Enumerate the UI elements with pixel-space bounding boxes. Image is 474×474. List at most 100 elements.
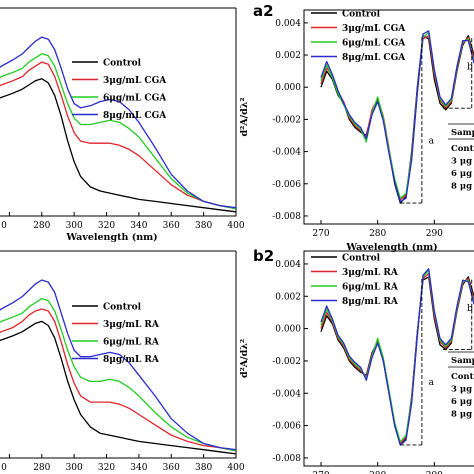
y-tick-label: -0.002 xyxy=(272,115,301,125)
y-tick-label: -0.008 xyxy=(272,212,301,222)
legend-label-0: Control xyxy=(342,10,381,20)
y-tick-label: -0.006 xyxy=(272,180,301,190)
x-tick-label: 290 xyxy=(426,229,443,239)
annotation-b-extra: b xyxy=(467,304,473,314)
panel-b2: 270 280 290 0.004 0.002 0.000 -0.002 -0.004 -0.0… xyxy=(239,247,474,474)
y-tick-label: 0.000 xyxy=(275,325,301,335)
x-tick-label: 280 xyxy=(369,471,386,474)
legend-label-2: 6μg/mL CGA xyxy=(103,94,167,104)
legend-label-1: 3μg/mL RA xyxy=(103,320,160,330)
legend-label-2: 6μg/mL RA xyxy=(342,283,399,293)
plot-frame xyxy=(303,250,474,467)
legend-label-3: 8μg/mL CGA xyxy=(342,53,406,63)
x-tick-label: 300 xyxy=(66,221,83,231)
legend: Control 3μg/mL CGA 6μg/mL CGA 8μg/mL CGA xyxy=(72,59,167,121)
legend: Control 3μg/mL RA 6μg/mL RA 8μg/mL RA xyxy=(311,254,399,307)
x-tick-label: 380 xyxy=(195,221,212,231)
x-tick-label: 320 xyxy=(98,463,115,473)
table-cell: Contr xyxy=(451,144,474,154)
legend-label-2: 6μg/mL RA xyxy=(103,338,160,348)
x-tick-label: 380 xyxy=(195,463,212,473)
table-cell: 3 μg xyxy=(451,385,472,395)
x-tick-label: 280 xyxy=(33,463,50,473)
legend-label-0: Control xyxy=(103,59,142,69)
annotation-b-extra: b xyxy=(467,63,473,73)
x-tick-label: 360 xyxy=(163,221,180,231)
series-group xyxy=(320,268,474,446)
x-tick-label: 400 xyxy=(227,463,244,473)
legend-label-0: Control xyxy=(342,254,381,264)
x-axis-title: Wavelength (nm) xyxy=(345,242,437,253)
table-cell: 8 μg xyxy=(451,410,472,420)
y-tick-label: 0.002 xyxy=(275,292,301,302)
y-tick-label: -0.008 xyxy=(272,454,301,464)
plot-frame xyxy=(303,9,474,225)
series-group xyxy=(320,30,474,204)
x-tick-label: 340 xyxy=(130,463,147,473)
x-tick-label: 270 xyxy=(312,471,329,474)
series-line-3 xyxy=(320,268,474,446)
legend-label-3: 8μg/mL RA xyxy=(342,297,399,307)
legend-label-1: 3μg/mL CGA xyxy=(342,24,406,34)
y-tick-label: 0.002 xyxy=(275,51,301,61)
panel-label: a2 xyxy=(253,2,274,20)
series-line-2 xyxy=(320,269,474,443)
series-line-2 xyxy=(0,53,236,210)
series-line-2 xyxy=(320,31,474,199)
series-line-0 xyxy=(0,320,236,455)
legend-label-3: 8μg/mL RA xyxy=(103,355,160,365)
x-tick-label: 360 xyxy=(163,463,180,473)
x-tick-label: 280 xyxy=(33,221,50,231)
y-axis-title: d²A/dλ² xyxy=(239,97,250,136)
y-tick-label: 0.004 xyxy=(275,260,301,270)
table-cell: 3 μg xyxy=(451,157,472,167)
series-group xyxy=(0,36,236,213)
legend: Control 3μg/mL RA 6μg/mL RA 8μg/mL RA xyxy=(72,303,160,365)
y-tick-label: 0.004 xyxy=(275,19,301,29)
table-cell: Contr xyxy=(451,372,474,382)
legend-label-1: 3μg/mL CGA xyxy=(103,76,167,86)
x-tick-label: 0 xyxy=(1,463,7,473)
series-line-3 xyxy=(0,36,236,209)
table-cell: 8 μg xyxy=(451,182,472,192)
y-tick-label: -0.004 xyxy=(272,148,301,158)
x-tick-label: 340 xyxy=(130,221,147,231)
legend-label-1: 3μg/mL RA xyxy=(342,268,399,278)
x-axis-title: Wavelength (nm) xyxy=(65,232,157,243)
y-tick-label: 0.000 xyxy=(275,83,301,93)
sample-table: Samp Contr 3 μg 6 μg 8 μg xyxy=(448,123,474,192)
x-tick-label: 280 xyxy=(369,229,386,239)
x-tick-label: 300 xyxy=(66,463,83,473)
panel-a1: 0 280 300 320 340 360 380 400 Wavelength (nm) Con… xyxy=(0,7,245,243)
x-tick-label: 0 xyxy=(1,221,7,231)
table-header: Samp xyxy=(451,356,474,366)
series-line-0 xyxy=(0,78,236,213)
series-group xyxy=(0,279,236,455)
y-tick-label: -0.006 xyxy=(272,422,301,432)
x-tick-label: 270 xyxy=(312,229,329,239)
table-cell: 6 μg xyxy=(451,169,472,179)
annotation-a: a xyxy=(429,378,435,388)
x-tick-label: 320 xyxy=(98,221,115,231)
table-header: Samp xyxy=(451,128,474,138)
legend: Control 3μg/mL CGA 6μg/mL CGA 8μg/mL CGA xyxy=(311,10,406,63)
series-line-2 xyxy=(0,297,236,452)
y-axis-title: d²A/dλ² xyxy=(239,339,250,378)
legend-label-2: 6μg/mL CGA xyxy=(342,39,406,49)
x-tick-label: 400 xyxy=(227,221,244,231)
legend-label-3: 8μg/mL CGA xyxy=(103,111,167,121)
legend-label-0: Control xyxy=(103,303,142,313)
series-line-1 xyxy=(0,61,236,210)
annotation-a: a xyxy=(429,137,435,147)
y-tick-label: -0.004 xyxy=(272,389,301,399)
series-line-1 xyxy=(0,308,236,452)
sample-table: Samp Contr 3 μg 6 μg 8 μg xyxy=(448,351,474,420)
annotation-group: abb xyxy=(400,35,473,204)
y-tick-label: -0.002 xyxy=(272,357,301,367)
panel-label: b2 xyxy=(253,247,274,265)
annotation-group: abb xyxy=(400,276,473,446)
table-cell: 6 μg xyxy=(451,397,472,407)
panel-a2: 270 280 290 0.004 0.002 0.000 -0.002 -0.004 -0.0… xyxy=(239,2,474,253)
